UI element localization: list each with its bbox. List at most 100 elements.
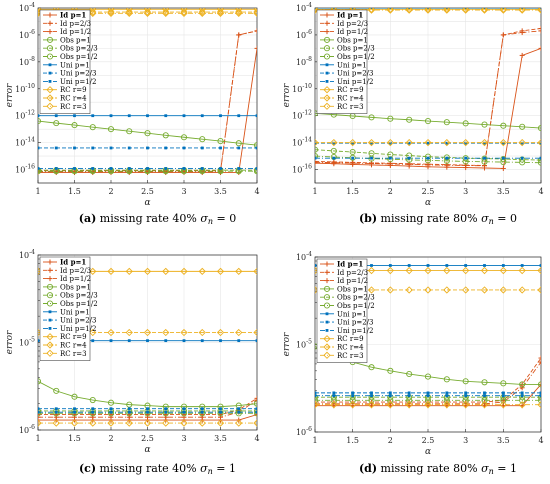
data-point-obs-p-1 bbox=[217, 138, 224, 145]
data-point-uni-p-2-3 bbox=[73, 407, 76, 411]
data-point-rc-r-4 bbox=[89, 328, 97, 337]
data-point-obs-p-1 bbox=[424, 117, 432, 125]
data-point-uni-p-1 bbox=[109, 339, 113, 343]
data-point-obs-p-1-2 bbox=[537, 397, 541, 404]
data-point-rc-r-9 bbox=[518, 266, 526, 275]
data-point-rc-r-9 bbox=[125, 267, 133, 276]
data-point-uni-p-1-2 bbox=[91, 167, 95, 170]
x-tick-label: 1.5 bbox=[68, 434, 81, 443]
legend-marker bbox=[323, 102, 331, 110]
data-point-obs-p-1-2 bbox=[368, 397, 375, 404]
data-point-obs-p-1 bbox=[519, 381, 526, 388]
data-point-rc-r-3 bbox=[315, 8, 319, 14]
data-point-uni-p-1 bbox=[483, 8, 486, 10]
data-point-rc-r-3 bbox=[180, 9, 188, 17]
legend-label: Id p=1/2 bbox=[337, 28, 368, 36]
data-point-uni-p-1 bbox=[38, 339, 40, 343]
data-point-uni-p-1-2 bbox=[109, 410, 113, 414]
data-point-uni-p-1 bbox=[464, 8, 468, 10]
panel-caption: (d) missing rate 80% σn = 1 bbox=[359, 462, 517, 476]
data-point-uni-p-2-3 bbox=[483, 141, 486, 145]
y-tick-label: 10-4 bbox=[296, 251, 312, 262]
y-axis-label: error bbox=[282, 83, 292, 107]
data-point-uni-p-1 bbox=[255, 339, 257, 343]
data-point-uni-p-2-3 bbox=[407, 141, 411, 145]
data-point-uni-p-1-2 bbox=[109, 167, 113, 170]
data-point-obs-p-2-3 bbox=[537, 157, 541, 164]
data-point-rc-r-4 bbox=[253, 8, 257, 16]
data-point-uni-p-1 bbox=[370, 264, 373, 267]
data-point-uni-p-2-3 bbox=[73, 146, 76, 150]
data-point-uni-p-1 bbox=[315, 264, 317, 267]
data-point-obs-p-1 bbox=[406, 116, 413, 123]
data-point-obs-p-1 bbox=[53, 120, 60, 127]
data-point-rc-r-4 bbox=[424, 286, 432, 294]
y-tick-label: 10-16 bbox=[292, 164, 312, 175]
data-point-obs-p-1 bbox=[53, 387, 60, 394]
data-point-rc-r-4 bbox=[367, 286, 376, 294]
legend-label: Obs p=1 bbox=[60, 283, 91, 291]
data-point-uni-p-2-3 bbox=[38, 407, 40, 411]
data-point-uni-p-1 bbox=[501, 8, 505, 10]
data-point-rc-r-4 bbox=[499, 286, 507, 294]
data-point-obs-p-1 bbox=[180, 134, 188, 141]
data-point-uni-p-2-3 bbox=[200, 146, 204, 150]
data-point-uni-p-1 bbox=[237, 114, 241, 118]
data-point-uni-p-1-2 bbox=[54, 167, 58, 170]
data-point-uni-p-1-2 bbox=[200, 410, 204, 414]
data-point-obs-p-1 bbox=[368, 114, 375, 121]
data-point-uni-p-1-2 bbox=[164, 410, 168, 414]
data-point-rc-r-3 bbox=[537, 401, 541, 409]
legend-label: Uni p=1 bbox=[60, 308, 90, 316]
data-point-uni-p-1-2 bbox=[200, 167, 204, 170]
x-tick-label: 2 bbox=[108, 434, 113, 443]
legend-label: Id p=1 bbox=[337, 11, 363, 20]
data-point-rc-r-9 bbox=[462, 266, 470, 275]
legend-marker bbox=[48, 318, 52, 322]
data-point-uni-p-1-2 bbox=[182, 410, 186, 414]
y-axis-label: error bbox=[282, 332, 292, 356]
data-point-rc-r-4 bbox=[480, 138, 489, 147]
data-point-uni-p-1-2 bbox=[73, 410, 76, 414]
data-point-rc-r-3 bbox=[537, 8, 541, 14]
data-point-rc-r-9 bbox=[367, 266, 376, 275]
data-point-obs-p-2-3 bbox=[500, 156, 507, 163]
data-point-uni-p-1-2 bbox=[146, 167, 149, 170]
data-point-obs-p-1 bbox=[162, 132, 169, 139]
data-point-obs-p-1-2 bbox=[443, 397, 450, 404]
data-point-rc-r-3 bbox=[180, 419, 188, 427]
legend-marker bbox=[46, 292, 54, 299]
data-point-rc-r-9 bbox=[235, 267, 243, 276]
data-point-rc-r-4 bbox=[125, 8, 133, 16]
data-point-obs-p-1 bbox=[71, 393, 78, 400]
data-point-obs-p-1 bbox=[462, 378, 469, 385]
data-point-rc-r-3 bbox=[107, 419, 115, 427]
x-tick-label: 4 bbox=[254, 434, 259, 443]
data-point-uni-p-2-3 bbox=[370, 391, 373, 395]
x-tick-label: 3 bbox=[181, 187, 186, 196]
data-point-uni-p-1 bbox=[164, 114, 168, 118]
data-point-uni-p-1 bbox=[426, 264, 430, 267]
legend-label: Obs p=2/3 bbox=[60, 45, 98, 53]
data-point-uni-p-1-2 bbox=[483, 394, 486, 398]
x-tick-label: 3.5 bbox=[214, 434, 227, 443]
data-point-obs-p-1 bbox=[519, 123, 526, 130]
data-point-rc-r-3 bbox=[480, 401, 489, 409]
legend-marker bbox=[325, 320, 329, 324]
data-point-obs-p-1-2 bbox=[481, 397, 488, 404]
data-point-uni-p-2-3 bbox=[237, 407, 241, 411]
data-point-rc-r-4 bbox=[89, 8, 97, 16]
data-point-rc-r-9 bbox=[253, 8, 257, 13]
x-tick-label: 3.5 bbox=[497, 187, 510, 196]
x-tick-label: 2 bbox=[388, 436, 393, 445]
data-point-obs-p-1 bbox=[38, 378, 42, 385]
data-point-rc-r-9 bbox=[424, 266, 432, 275]
x-tick-label: 1 bbox=[35, 434, 40, 443]
data-point-rc-r-4 bbox=[216, 8, 225, 16]
data-point-obs-p-1-2 bbox=[387, 156, 394, 163]
data-point-uni-p-1-2 bbox=[315, 394, 317, 398]
y-axis-label: error bbox=[5, 83, 15, 107]
legend-label: Obs p=2/3 bbox=[337, 294, 375, 302]
data-point-uni-p-2-3 bbox=[351, 391, 355, 395]
legend-marker bbox=[323, 343, 331, 351]
